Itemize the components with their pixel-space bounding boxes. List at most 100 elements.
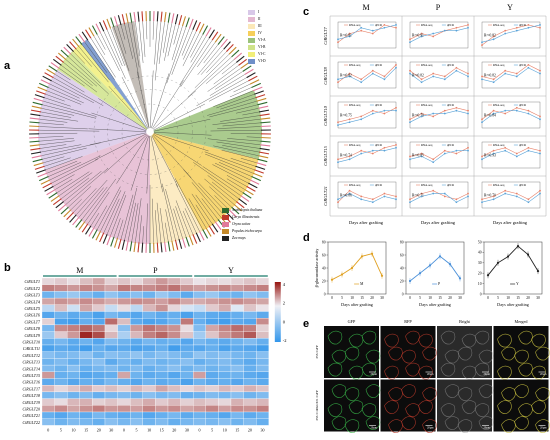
qpcr-point	[432, 33, 434, 35]
tree-leaf-label-mark	[33, 159, 43, 161]
rna-seq-point	[372, 198, 374, 200]
r-squared-label: R²=0.82	[340, 73, 352, 77]
rna-seq-point	[395, 107, 397, 109]
heatmap-cell	[155, 412, 168, 419]
heatmap-cell	[118, 325, 131, 332]
heatmap-cell	[67, 412, 80, 419]
heatmap-cell	[155, 318, 168, 325]
tree-leaf-label-mark	[142, 11, 143, 21]
tree-leaf-label-mark	[38, 87, 47, 91]
r-squared-label: R²=0.85	[412, 153, 424, 157]
rna-seq-point	[516, 193, 518, 195]
rna-seq-point	[456, 153, 458, 155]
heatmap-cell	[218, 399, 231, 406]
heatmap-cell	[155, 291, 168, 298]
heatmap-cell	[193, 365, 206, 372]
heatmap-cell	[181, 278, 194, 285]
heatmap-cell	[105, 358, 118, 365]
qpcr-point	[384, 27, 386, 29]
rna-seq-point	[395, 196, 397, 198]
heatmap-cell	[130, 278, 143, 285]
tree-branch	[191, 36, 206, 62]
heatmap-cell	[244, 312, 257, 319]
activity-point	[517, 245, 519, 247]
heatmap-cell	[130, 365, 143, 372]
qpcr-point	[504, 150, 506, 152]
heatmap-cell	[67, 352, 80, 359]
heatmap-cell	[218, 365, 231, 372]
qpcr-point	[444, 30, 446, 32]
heatmap-cell	[143, 358, 156, 365]
activity-line	[488, 246, 538, 275]
heatmap-cell	[256, 385, 269, 392]
heatmap-cell	[244, 352, 257, 359]
scale-bar-label: 20μm	[371, 427, 378, 430]
tree-leaf-label-mark	[41, 180, 50, 184]
tree-leaf-label-mark	[179, 239, 182, 249]
tree-branch	[197, 42, 215, 67]
qpcr-point	[456, 70, 458, 72]
heatmap-gene-label: CiRGLT14	[23, 366, 40, 371]
rna-seq-point	[481, 76, 483, 78]
scale-bar-label: 20μm	[540, 373, 547, 376]
heatmap-cell	[42, 338, 55, 345]
heatmap-cell	[155, 332, 168, 339]
heatmap-cell	[118, 412, 131, 419]
heatmap-cell	[231, 318, 244, 325]
heatmap-scale-tick: 2	[283, 301, 285, 306]
heatmap-day-tick: 20	[97, 427, 101, 432]
activity-xtick-label: 20	[526, 296, 530, 300]
species-swatch	[222, 236, 229, 241]
qpcr-point	[409, 201, 411, 203]
tree-branch	[215, 71, 243, 89]
heatmap-cell	[244, 392, 257, 399]
heatmap-cell	[168, 291, 181, 298]
activity-xtick-label: 0	[331, 296, 333, 300]
heatmap-cell	[256, 338, 269, 345]
heatmap-cell	[256, 318, 269, 325]
heatmap-cell	[80, 305, 93, 312]
tree-leaf-label-mark	[186, 237, 189, 247]
heatmap-cell	[105, 419, 118, 426]
heatmap-cell	[218, 352, 231, 359]
activity-xtick-label: 10	[350, 296, 354, 300]
heatmap-cell	[143, 285, 156, 292]
tree-internal-branch	[151, 73, 169, 128]
rna-seq-point	[504, 30, 506, 32]
tree-leaf-label-mark	[103, 20, 107, 29]
heatmap-cell	[168, 365, 181, 372]
qpcr-point	[539, 24, 541, 26]
heatmap-cell	[206, 352, 219, 359]
tree-leaf-label-mark	[209, 30, 214, 39]
qpcr-point	[444, 113, 446, 115]
heatmap-cell	[231, 412, 244, 419]
activity-ytick-label: 80	[322, 240, 326, 244]
heatmap-cell	[143, 278, 156, 285]
tree-leaf-label-mark	[200, 231, 205, 240]
heatmap-cell	[256, 298, 269, 305]
heatmap-cell	[218, 379, 231, 386]
clade-swatch	[248, 52, 255, 57]
qpcr-point	[349, 158, 351, 160]
rna-seq-point	[481, 198, 483, 200]
qpcr-point	[372, 30, 374, 32]
heatmap-cell	[92, 332, 105, 339]
heatmap-cell	[80, 338, 93, 345]
heatmap-gene-label: CiRGLT12	[23, 353, 40, 358]
heatmap-cell	[218, 385, 231, 392]
panel-label-e: e	[303, 318, 309, 330]
rna-seq-point	[456, 107, 458, 109]
heatmap-xlabel: Day after grafting	[140, 433, 171, 434]
activity-legend-label: M	[360, 282, 364, 286]
qpcr-point	[528, 27, 530, 29]
tree-leaf-label-mark	[259, 152, 269, 154]
activity-xtick-label: 15	[360, 296, 364, 300]
heatmap-cell	[130, 379, 143, 386]
heatmap-cell	[231, 278, 244, 285]
heatmap-cell	[67, 379, 80, 386]
tree-leaf-label-mark	[258, 156, 268, 158]
legend-rna-label: RNA-seq	[421, 63, 433, 67]
tree-leaf-label-mark	[243, 193, 251, 199]
heatmap-gene-label: CiRGLT1	[25, 279, 40, 284]
legend-rna-label: RNA-seq	[421, 143, 433, 147]
